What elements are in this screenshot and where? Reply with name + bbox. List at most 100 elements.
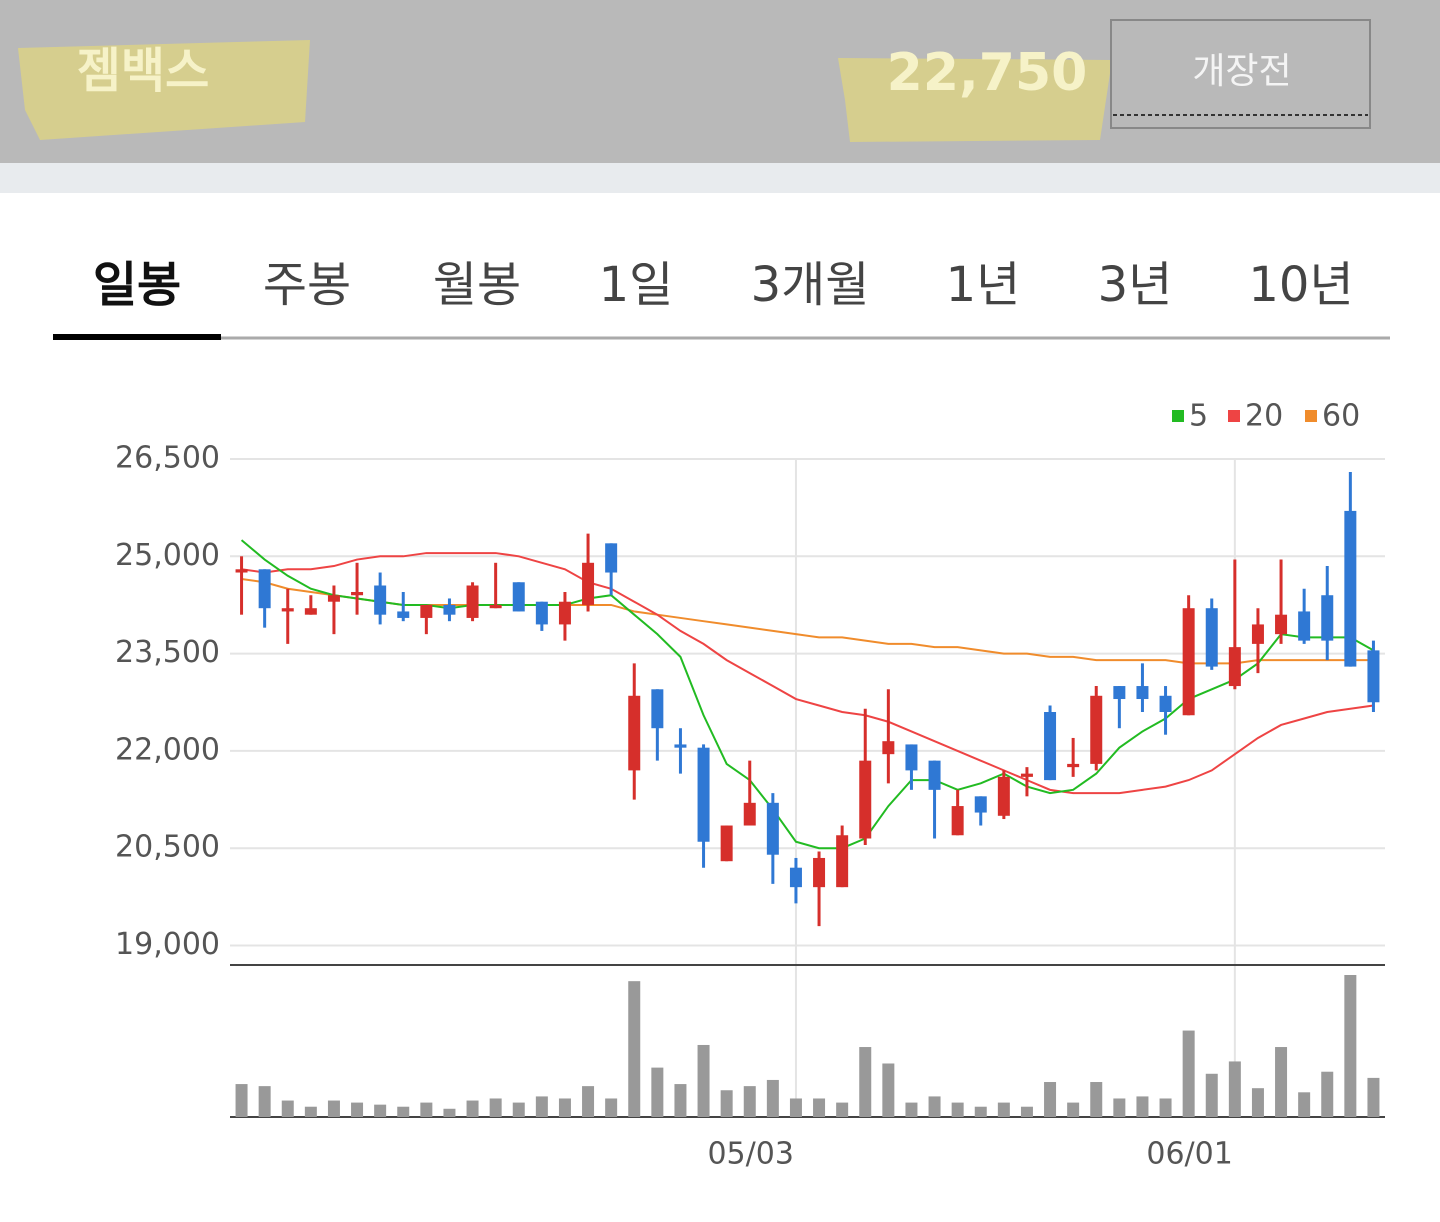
candle-body	[928, 760, 941, 790]
candle-body	[974, 796, 987, 813]
volume-bar	[697, 1044, 710, 1117]
volume-bar	[766, 1079, 779, 1117]
candle-body	[789, 867, 802, 888]
header-strip	[0, 163, 1440, 193]
volume-bar	[628, 981, 641, 1117]
volume-bar	[1090, 1082, 1103, 1117]
candle-body	[1090, 695, 1103, 764]
period-tab[interactable]: 주봉	[263, 257, 351, 313]
volume-bar	[582, 1086, 595, 1117]
volume-bar	[720, 1090, 733, 1117]
volume-bar	[882, 1063, 895, 1117]
candle-body	[535, 601, 548, 625]
volume-bar	[928, 1096, 941, 1117]
candle-body	[558, 601, 571, 625]
candle-body	[997, 776, 1010, 816]
candle-body	[882, 741, 895, 755]
period-tab[interactable]: 3개월	[751, 257, 870, 313]
period-tab[interactable]: 10년	[1248, 257, 1353, 313]
candle-body	[512, 582, 525, 612]
candle-body	[720, 825, 733, 862]
candle-body	[836, 835, 849, 888]
candle-body	[651, 689, 664, 729]
legend-label: 20	[1245, 399, 1283, 434]
candle-body	[605, 543, 618, 573]
volume-bar	[1182, 1030, 1195, 1117]
volume-bar	[1367, 1077, 1380, 1117]
volume-bar	[466, 1100, 479, 1117]
volume-bar	[836, 1102, 849, 1117]
volume-bar	[1344, 975, 1357, 1117]
candle-body	[1182, 608, 1195, 716]
candle-body	[304, 608, 317, 615]
candle-body	[674, 744, 687, 748]
volume-bar	[743, 1086, 756, 1117]
volume-bar	[1205, 1073, 1218, 1117]
candle-body	[327, 595, 340, 602]
volume-bar	[1020, 1106, 1033, 1117]
moving-average-line	[241, 552, 1374, 795]
volume-bar	[235, 1084, 248, 1117]
volume-bar	[813, 1098, 826, 1117]
candle-body	[1067, 763, 1080, 768]
volume-bar	[535, 1096, 548, 1117]
candle-body	[235, 569, 248, 573]
candle-body	[258, 569, 271, 609]
volume-bar	[951, 1102, 964, 1117]
volume-bar	[304, 1106, 317, 1117]
period-tab[interactable]: 일봉	[93, 257, 181, 313]
status-box[interactable]	[1110, 19, 1371, 129]
legend-swatch	[1228, 410, 1240, 422]
volume-bar	[1275, 1047, 1288, 1117]
volume-bar	[905, 1102, 918, 1117]
market-status: 개장전	[1192, 51, 1291, 92]
volume-bar	[489, 1098, 502, 1117]
candle-body	[1136, 686, 1149, 700]
volume-bar	[420, 1102, 433, 1117]
candle-body	[1251, 624, 1264, 644]
price-highlight	[838, 58, 1112, 142]
candle-body	[397, 611, 410, 618]
candle-body	[1044, 712, 1057, 781]
candle-body	[443, 604, 456, 615]
volume-bar	[1251, 1088, 1264, 1117]
volume-bar	[327, 1100, 340, 1117]
candle-body	[766, 802, 779, 855]
stock-price: 22,750	[887, 43, 1088, 103]
candle-body	[281, 608, 294, 612]
candle-body	[697, 747, 710, 842]
volume-bar	[443, 1108, 456, 1117]
candle-body	[351, 591, 364, 596]
volume-bar	[397, 1106, 410, 1117]
volume-bar	[859, 1047, 872, 1117]
candle-body	[420, 604, 433, 618]
period-tab[interactable]: 월봉	[433, 257, 521, 313]
candle-body	[1321, 595, 1334, 641]
name-highlight	[18, 40, 310, 140]
candle-body	[489, 604, 502, 609]
period-tab[interactable]: 3년	[1098, 257, 1173, 313]
candle-body	[1020, 773, 1033, 777]
volume-bar	[1321, 1071, 1334, 1117]
y-tick-label: 26,500	[115, 441, 220, 476]
legend-swatch	[1172, 410, 1184, 422]
period-tab[interactable]: 1년	[946, 257, 1021, 313]
volume-bar	[1067, 1102, 1080, 1117]
volume-bar	[512, 1102, 525, 1117]
period-tab[interactable]: 1일	[599, 257, 674, 313]
candle-body	[743, 802, 756, 826]
volume-bar	[651, 1067, 664, 1117]
legend-label: 60	[1322, 399, 1360, 434]
y-tick-label: 23,500	[115, 635, 220, 670]
candle-body	[1159, 695, 1172, 712]
candle-body	[1275, 614, 1288, 635]
candle-body	[905, 744, 918, 771]
x-tick-label: 06/01	[1146, 1137, 1232, 1172]
candle-body	[1344, 510, 1357, 667]
y-tick-label: 25,000	[115, 538, 220, 573]
volume-bar	[1298, 1092, 1311, 1117]
volume-bar	[1113, 1098, 1126, 1117]
volume-bar	[974, 1106, 987, 1117]
y-tick-label: 19,000	[115, 927, 220, 962]
